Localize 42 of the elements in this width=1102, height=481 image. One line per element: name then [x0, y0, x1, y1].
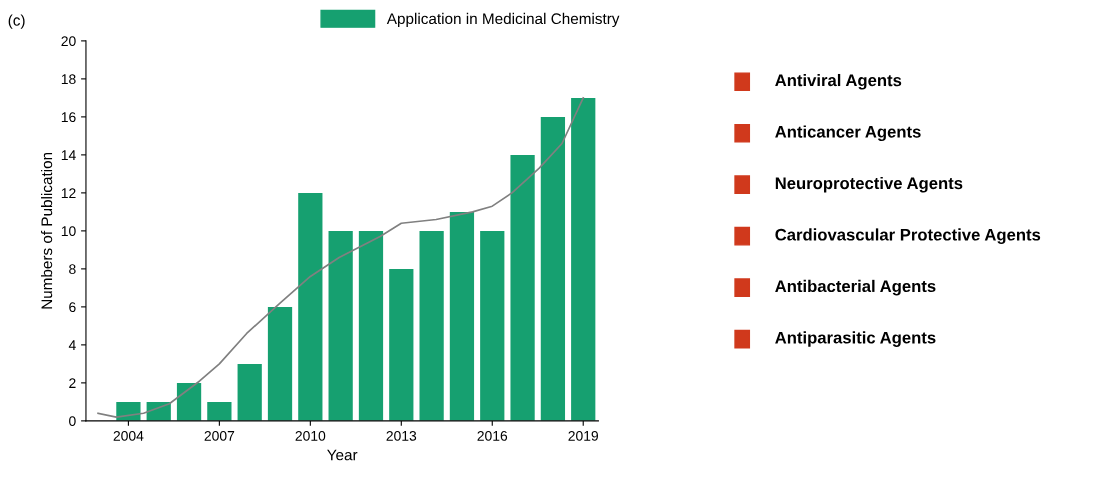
- text: Antiparasitic Agents: [775, 331, 936, 347]
- y-tick-label: 6: [69, 302, 76, 313]
- x-axis-title: Year: [327, 449, 358, 461]
- bar: [237, 363, 262, 421]
- x-tick-label: 2004: [113, 430, 144, 441]
- bar: [480, 230, 505, 421]
- bar: [298, 192, 323, 421]
- bar: [176, 382, 202, 421]
- bar: [267, 306, 293, 421]
- y-tick-label: 20: [61, 36, 76, 47]
- x-tick-label: 2010: [295, 430, 326, 441]
- y-axis-title: Numbers of Publication: [40, 152, 53, 309]
- bar: [571, 97, 596, 421]
- text: Antibacterial Agents: [775, 279, 936, 296]
- y-tick-label: 0: [69, 416, 76, 427]
- y-tick-label: 12: [61, 188, 76, 198]
- text: (c): [8, 14, 25, 29]
- y-tick-label: 4: [68, 340, 76, 350]
- line-series: [97, 97, 585, 418]
- text: Neuroprotective Agents: [775, 176, 963, 193]
- text: Cardiovascular Protective Agents: [775, 228, 1041, 244]
- y-tick-label: 2: [69, 378, 76, 388]
- y-tick-label: 14: [61, 150, 76, 160]
- x-tick-label: 2016: [477, 430, 508, 441]
- y-tick-label: 18: [61, 74, 76, 85]
- legend-label: Application in Medicinal Chemistry: [386, 12, 620, 28]
- y-tick-label: 10: [61, 226, 76, 237]
- text: Antiviral Agents: [775, 73, 902, 90]
- x-tick-label: 2013: [386, 430, 417, 441]
- y-tick-label: 8: [69, 264, 76, 275]
- bar: [540, 116, 566, 421]
- bar: [207, 401, 232, 421]
- y-tick-label: 16: [61, 112, 76, 123]
- bar: [449, 211, 475, 421]
- bar: [510, 154, 535, 421]
- bar: [328, 230, 353, 421]
- bar: [358, 230, 384, 421]
- bar: [389, 268, 414, 421]
- text: Anticancer Agents: [775, 125, 921, 142]
- bar: [419, 230, 444, 421]
- x-tick-label: 2007: [204, 430, 235, 441]
- x-tick-label: 2019: [568, 430, 599, 441]
